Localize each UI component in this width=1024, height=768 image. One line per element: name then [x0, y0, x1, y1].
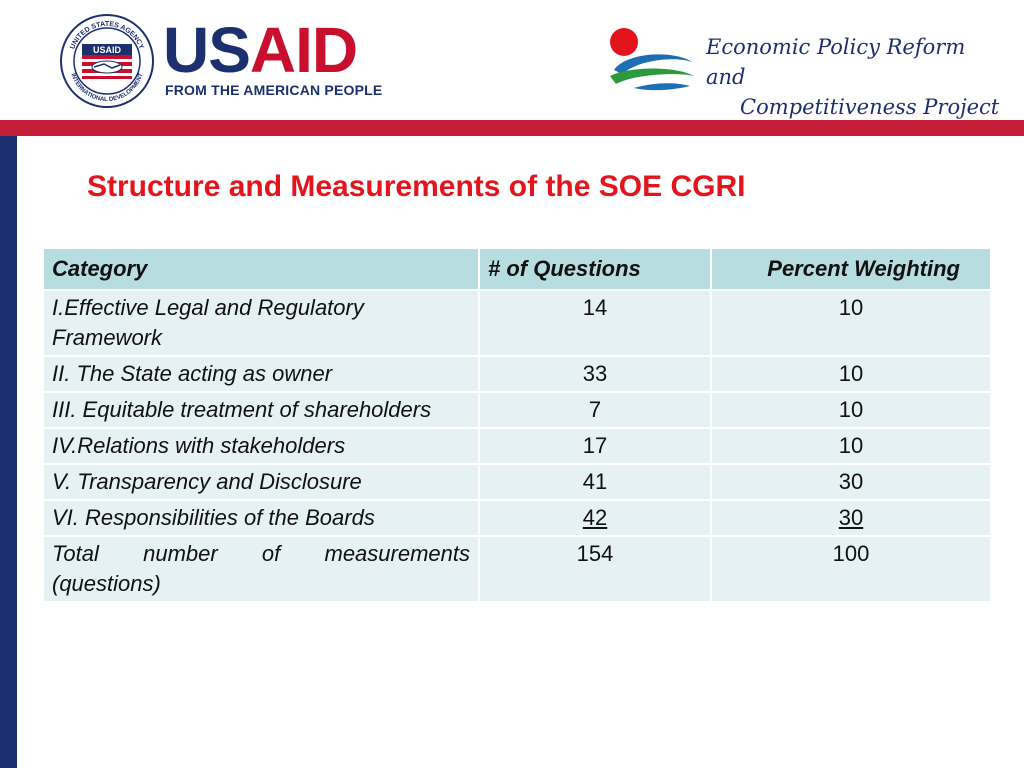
- row-weighting: 10: [710, 355, 992, 393]
- row-weighting: 10: [710, 289, 992, 357]
- usaid-wordmark: USAID: [163, 18, 358, 82]
- row-questions: 154: [478, 535, 712, 603]
- row-category: VI. Responsibilities of the Boards: [42, 499, 480, 537]
- row-category: I.Effective Legal and Regulatory Framewo…: [42, 289, 480, 357]
- table-row-total: Total number of measurements (questions)…: [42, 535, 992, 603]
- project-name-line1: Economic Policy Reform and: [706, 35, 966, 89]
- row-questions: 14: [478, 289, 712, 357]
- row-questions: 7: [478, 391, 712, 429]
- row-questions: 33: [478, 355, 712, 393]
- project-name: Economic Policy Reform and Competitivene…: [706, 32, 1006, 122]
- usaid-word-aid: AID: [249, 14, 358, 86]
- row-category: III. Equitable treatment of shareholders: [42, 391, 480, 429]
- row-questions-cell: 42: [478, 499, 712, 537]
- table-row: III. Equitable treatment of shareholders…: [42, 391, 992, 429]
- usaid-seal-icon: UNITED STATES AGENCY INTERNATIONAL DEVEL…: [60, 14, 154, 108]
- left-accent-bar: [0, 136, 17, 768]
- slide-title: Structure and Measurements of the SOE CG…: [87, 170, 746, 203]
- row-questions: 17: [478, 427, 712, 465]
- table-row: II. The State acting as owner 33 10: [42, 355, 992, 393]
- usaid-tagline: FROM THE AMERICAN PEOPLE: [165, 82, 383, 98]
- table-row: V. Transparency and Disclosure 41 30: [42, 463, 992, 501]
- table-row: IV.Relations with stakeholders 17 10: [42, 427, 992, 465]
- handshake-icon: [91, 60, 123, 74]
- row-weighting: 100: [710, 535, 992, 603]
- slide-header: UNITED STATES AGENCY INTERNATIONAL DEVEL…: [0, 0, 1024, 120]
- row-weighting: 10: [710, 427, 992, 465]
- row-questions: 42: [582, 505, 608, 530]
- header-category: Category: [42, 247, 480, 291]
- cgri-table: Category # of Questions Percent Weightin…: [42, 247, 992, 603]
- project-name-line2: Competitiveness Project: [740, 95, 1000, 119]
- header-weighting: Percent Weighting: [710, 247, 992, 291]
- header-divider-bar: [0, 120, 1024, 136]
- row-category: V. Transparency and Disclosure: [42, 463, 480, 501]
- row-category: II. The State acting as owner: [42, 355, 480, 393]
- row-weighting: 30: [710, 463, 992, 501]
- row-weighting: 10: [710, 391, 992, 429]
- row-weighting-cell: 30: [710, 499, 992, 537]
- table-row: I.Effective Legal and Regulatory Framewo…: [42, 289, 992, 357]
- usaid-word-us: US: [163, 14, 251, 86]
- row-category: IV.Relations with stakeholders: [42, 427, 480, 465]
- row-category: Total number of measurements (questions): [42, 535, 480, 603]
- table-header-row: Category # of Questions Percent Weightin…: [42, 247, 992, 291]
- row-weighting: 30: [838, 505, 864, 530]
- table-row: VI. Responsibilities of the Boards 42 30: [42, 499, 992, 537]
- row-questions: 41: [478, 463, 712, 501]
- seal-center-text: USAID: [93, 45, 122, 55]
- epr-swirl-logo-icon: [610, 28, 694, 91]
- header-questions: # of Questions: [478, 247, 712, 291]
